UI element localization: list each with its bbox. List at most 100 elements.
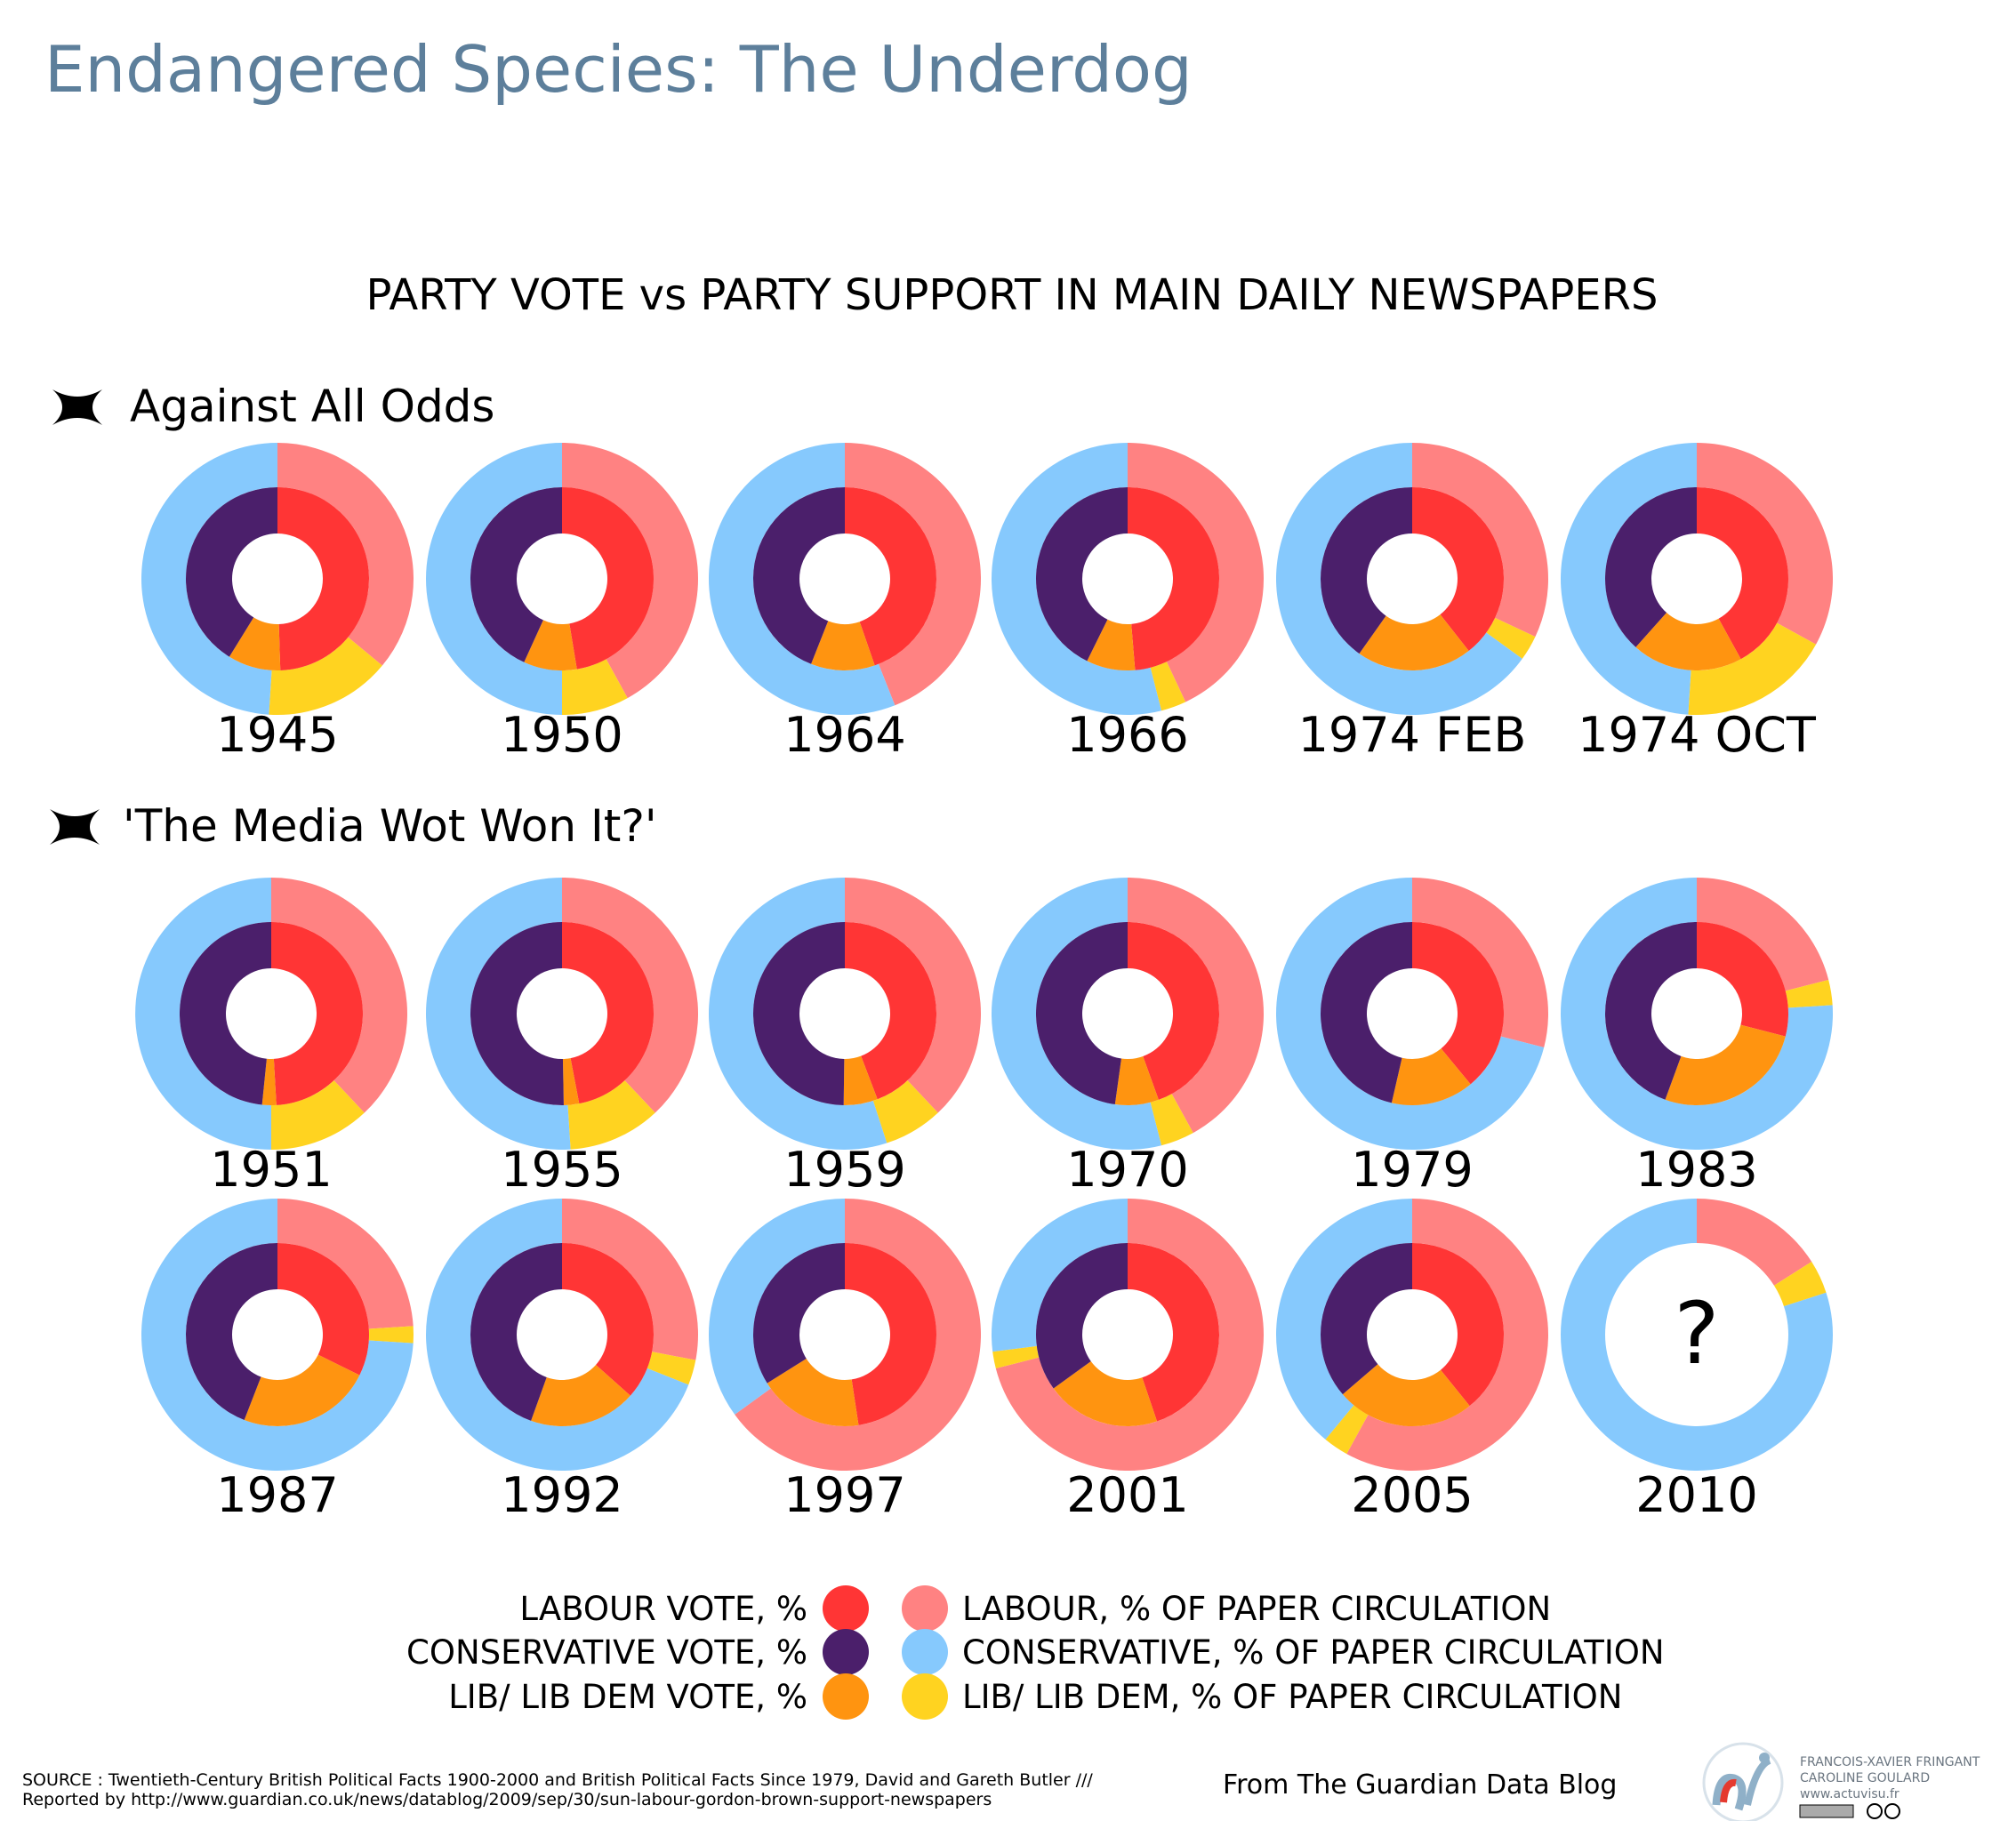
vote-segment-labour — [1412, 1243, 1504, 1407]
donut-1950: 1950 — [426, 443, 699, 763]
donut-label: 1987 — [216, 1467, 338, 1523]
footer-reported: Reported by http://www.guardian.co.uk/ne… — [22, 1790, 992, 1809]
vote-segment-labour — [845, 922, 936, 1100]
vote-segment-libdem — [229, 617, 281, 670]
vote-segment-conservative — [470, 487, 562, 662]
donut-1974-oct: 1974 OCT — [1560, 443, 1833, 763]
paper-segment-labour — [277, 1199, 414, 1329]
donut-label: 1983 — [1635, 1142, 1757, 1198]
paper-segment-conservative — [708, 878, 888, 1150]
donut-label: 2001 — [1066, 1467, 1188, 1523]
vote-segment-libdem — [1053, 1360, 1158, 1426]
donut-label: 1955 — [501, 1142, 622, 1198]
vote-segment-conservative — [1036, 487, 1128, 662]
paper-segment-conservative — [991, 1199, 1128, 1352]
donut-1992: 1992 — [426, 1199, 699, 1523]
paper-segment-conservative — [1276, 1199, 1412, 1440]
paper-segment-conservative — [426, 1199, 689, 1472]
paper-segment-conservative — [426, 443, 562, 715]
vote-segment-labour — [271, 922, 363, 1105]
donut-1983: 1983 — [1560, 878, 1833, 1198]
vote-segment-conservative — [186, 1243, 277, 1421]
paper-segment-conservative — [1560, 1199, 1834, 1471]
donut-label: 1997 — [783, 1467, 905, 1523]
legend-swatch-paper — [902, 1585, 948, 1632]
vote-segment-conservative — [470, 1243, 562, 1421]
donut-label: 1964 — [783, 707, 905, 763]
paper-segment-labour — [1412, 878, 1548, 1048]
vote-segment-labour — [1128, 487, 1220, 670]
paper-segment-libdem — [1150, 1094, 1193, 1146]
vote-segment-labour — [1412, 922, 1504, 1085]
vote-segment-libdem — [811, 621, 875, 670]
paper-segment-conservative — [1276, 443, 1522, 715]
donut-1966: 1966 — [992, 443, 1265, 763]
vote-segment-conservative — [753, 487, 845, 664]
paper-segment-conservative — [135, 878, 271, 1150]
vote-segment-labour — [1412, 487, 1505, 651]
vote-segment-conservative — [179, 922, 271, 1105]
donut-label: 2010 — [1635, 1467, 1757, 1523]
legend-swatch-vote — [823, 1585, 869, 1632]
paper-segment-labour — [277, 443, 414, 666]
donut-1945: 1945 — [141, 443, 414, 763]
x-icon — [50, 809, 100, 845]
paper-segment-labour — [1697, 443, 1833, 645]
x-icon — [52, 389, 102, 425]
legend-swatch-vote — [823, 1629, 869, 1675]
paper-segment-conservative — [141, 1199, 414, 1471]
paper-segment-labour — [1697, 878, 1829, 991]
donut-label: 1945 — [216, 707, 338, 763]
donut-1959: 1959 — [708, 878, 982, 1198]
paper-segment-labour — [995, 1199, 1265, 1471]
paper-segment-libdem — [562, 659, 628, 715]
vote-segment-conservative — [1320, 487, 1412, 654]
vote-segment-labour — [562, 487, 655, 670]
vote-segment-libdem — [1359, 614, 1469, 670]
credit-line: CAROLINE GOULARD — [1800, 1771, 1930, 1785]
paper-segment-libdem — [1486, 617, 1536, 659]
donut-label: 1974 FEB — [1298, 707, 1527, 763]
paper-segment-libdem — [872, 1080, 938, 1143]
vote-segment-labour — [562, 922, 654, 1104]
donut-1979: 1979 — [1276, 878, 1548, 1198]
vote-segment-libdem — [1665, 1024, 1786, 1105]
vote-segment-libdem — [531, 1364, 631, 1426]
vote-segment-libdem — [244, 1354, 360, 1426]
legend-label-paper: CONSERVATIVE, % OF PAPER CIRCULATION — [962, 1633, 1665, 1672]
donut-label: 1966 — [1066, 707, 1188, 763]
paper-segment-conservative — [991, 878, 1162, 1151]
vote-segment-libdem — [1342, 1364, 1470, 1427]
paper-segment-libdem — [992, 1345, 1040, 1369]
chart-title: PARTY VOTE vs PARTY SUPPORT IN MAIN DAIL… — [366, 270, 1659, 320]
unknown-vote-mark: ? — [1675, 1284, 1720, 1384]
legend-swatch-paper — [902, 1629, 948, 1675]
paper-segment-labour — [735, 1199, 981, 1471]
vote-segment-libdem — [1391, 1048, 1471, 1105]
paper-segment-conservative — [708, 1199, 845, 1415]
donut-1997: 1997 — [708, 1199, 981, 1523]
vote-segment-conservative — [1605, 922, 1697, 1100]
paper-segment-conservative — [1560, 443, 1697, 715]
vote-segment-labour — [1697, 487, 1788, 660]
vote-segment-conservative — [1321, 1243, 1412, 1395]
vote-segment-labour — [845, 487, 937, 666]
vote-segment-libdem — [843, 1055, 878, 1105]
vote-segment-labour — [562, 1243, 654, 1396]
donut-label: 1959 — [783, 1142, 905, 1198]
paper-segment-labour — [1346, 1199, 1548, 1471]
paper-segment-labour — [1697, 1199, 1812, 1286]
paper-segment-labour — [845, 878, 982, 1113]
vote-segment-conservative — [1605, 487, 1697, 647]
paper-segment-conservative — [1560, 878, 1833, 1150]
paper-segment-libdem — [1785, 979, 1833, 1008]
credit-line: FRANCOIS-XAVIER FRINGANT — [1800, 1755, 1980, 1769]
donut-2010: ? 2010 — [1560, 1199, 1834, 1523]
donut-label: 1992 — [501, 1467, 622, 1523]
paper-segment-labour — [1412, 443, 1549, 638]
legend-label-vote: LIB/ LIB DEM VOTE, % — [448, 1678, 807, 1716]
paper-segment-conservative — [992, 443, 1162, 715]
paper-segment-libdem — [647, 1352, 696, 1385]
vote-segment-libdem — [524, 620, 577, 670]
